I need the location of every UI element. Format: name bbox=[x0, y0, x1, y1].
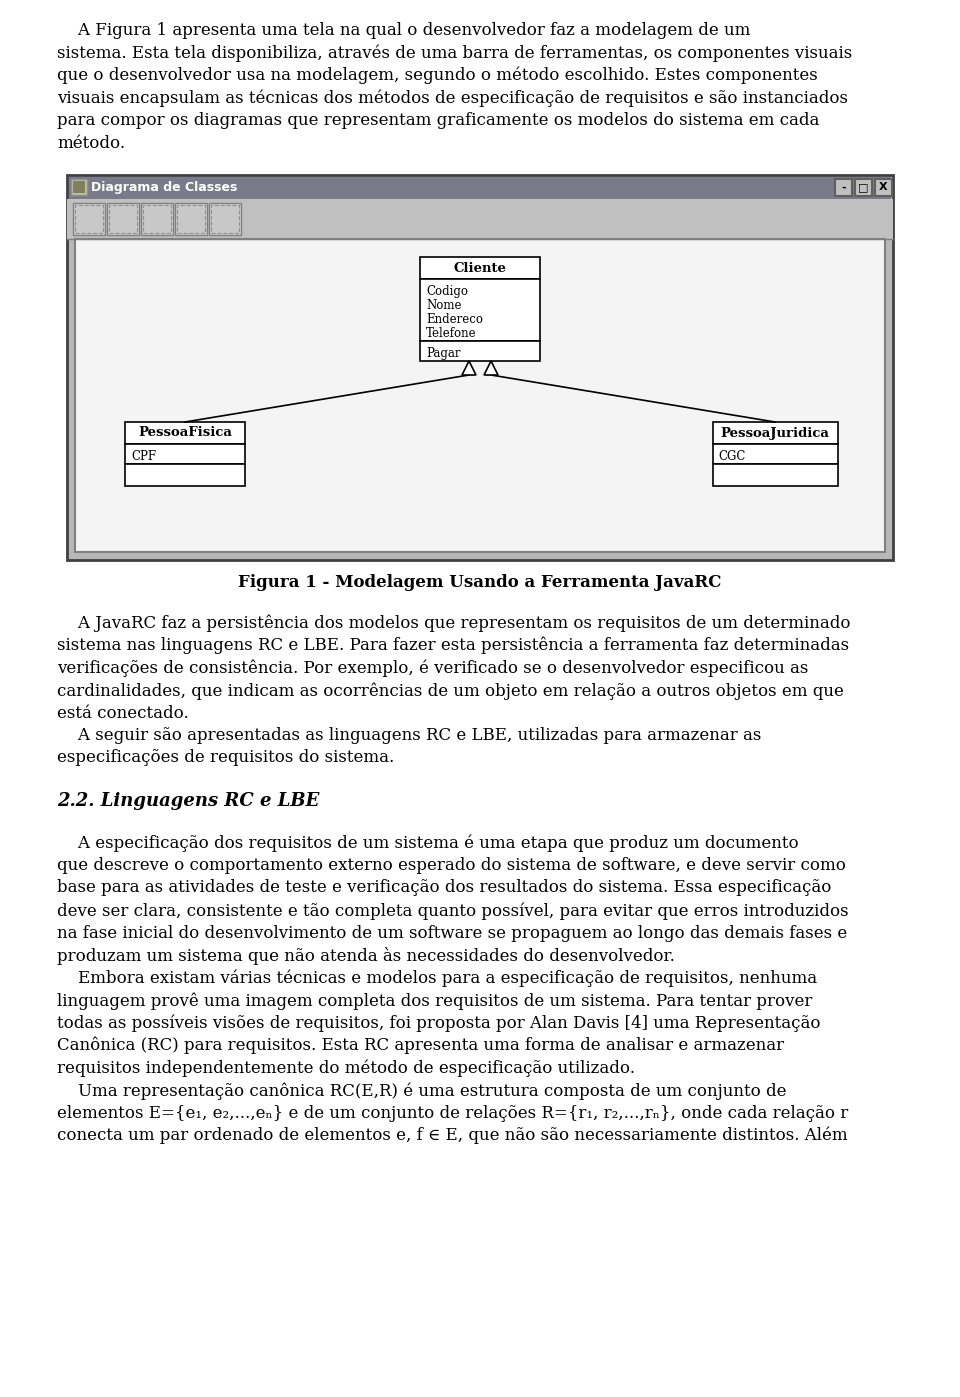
Bar bbox=[125, 422, 245, 444]
Bar bbox=[75, 239, 885, 552]
Text: sistema. Esta tela disponibiliza, através de uma barra de ferramentas, os compon: sistema. Esta tela disponibiliza, atravé… bbox=[57, 45, 852, 61]
Bar bbox=[125, 464, 245, 486]
Text: Canônica (RC) para requisitos. Esta RC apresenta uma forma de analisar e armazen: Canônica (RC) para requisitos. Esta RC a… bbox=[57, 1037, 784, 1055]
Text: sistema nas linguagens RC e LBE. Para fazer esta persistência a ferramenta faz d: sistema nas linguagens RC e LBE. Para fa… bbox=[57, 637, 850, 655]
Bar bbox=[420, 279, 540, 341]
Bar bbox=[67, 175, 893, 560]
Text: base para as atividades de teste e verificação dos resultados do sistema. Essa e: base para as atividades de teste e verif… bbox=[57, 880, 831, 897]
Bar bbox=[143, 205, 171, 233]
Bar bbox=[109, 205, 137, 233]
Bar bbox=[712, 422, 837, 444]
Polygon shape bbox=[484, 360, 498, 374]
Text: Cliente: Cliente bbox=[453, 261, 507, 274]
Bar bbox=[420, 257, 540, 279]
Bar bbox=[712, 464, 837, 486]
Text: deve ser clara, consistente e tão completa quanto possível, para evitar que erro: deve ser clara, consistente e tão comple… bbox=[57, 902, 849, 919]
Bar bbox=[141, 203, 173, 235]
Text: método.: método. bbox=[57, 134, 125, 151]
Bar bbox=[73, 203, 105, 235]
Text: A Figura 1 apresenta uma tela na qual o desenvolvedor faz a modelagem de um: A Figura 1 apresenta uma tela na qual o … bbox=[57, 22, 751, 39]
Text: Pagar: Pagar bbox=[426, 346, 461, 360]
Text: para compor os diagramas que representam graficamente os modelos do sistema em c: para compor os diagramas que representam… bbox=[57, 112, 820, 129]
Text: elementos E={e₁, e₂,...,eₙ} e de um conjunto de relações R={r₁, r₂,...,rₙ}, onde: elementos E={e₁, e₂,...,eₙ} e de um conj… bbox=[57, 1105, 849, 1122]
Text: todas as possíveis visões de requisitos, foi proposta por Alan Davis [4] uma Rep: todas as possíveis visões de requisitos,… bbox=[57, 1014, 821, 1032]
Text: cardinalidades, que indicam as ocorrências de um objeto em relação a outros obje: cardinalidades, que indicam as ocorrênci… bbox=[57, 682, 844, 700]
Text: 2.2. Linguagens RC e LBE: 2.2. Linguagens RC e LBE bbox=[57, 792, 320, 810]
Bar bbox=[107, 203, 139, 235]
Bar bbox=[211, 205, 239, 233]
Bar bbox=[67, 198, 893, 239]
Text: Endereco: Endereco bbox=[426, 313, 483, 326]
Text: requisitos independentemente do método de especificação utilizado.: requisitos independentemente do método d… bbox=[57, 1059, 635, 1077]
Bar bbox=[75, 205, 103, 233]
Bar bbox=[855, 179, 872, 196]
Bar bbox=[420, 341, 540, 360]
Bar bbox=[71, 179, 87, 196]
Text: verificações de consistência. Por exemplo, é verificado se o desenvolvedor espec: verificações de consistência. Por exempl… bbox=[57, 659, 808, 678]
Bar bbox=[175, 203, 207, 235]
Text: X: X bbox=[879, 183, 888, 193]
Text: Uma representação canônica RC(E,R) é uma estrutura composta de um conjunto de: Uma representação canônica RC(E,R) é uma… bbox=[57, 1083, 786, 1099]
Text: A seguir são apresentadas as linguagens RC e LBE, utilizadas para armazenar as: A seguir são apresentadas as linguagens … bbox=[57, 726, 761, 745]
Bar bbox=[712, 444, 837, 464]
Polygon shape bbox=[462, 360, 476, 374]
Text: linguagem provê uma imagem completa dos requisitos de um sistema. Para tentar pr: linguagem provê uma imagem completa dos … bbox=[57, 992, 812, 1010]
Text: especificações de requisitos do sistema.: especificações de requisitos do sistema. bbox=[57, 750, 395, 767]
Text: A especificação dos requisitos de um sistema é uma etapa que produz um documento: A especificação dos requisitos de um sis… bbox=[57, 834, 799, 852]
Text: PessoaFisica: PessoaFisica bbox=[138, 426, 232, 440]
Bar bbox=[177, 205, 205, 233]
Text: Nome: Nome bbox=[426, 299, 462, 312]
Text: Telefone: Telefone bbox=[426, 327, 476, 339]
Bar bbox=[209, 203, 241, 235]
Text: está conectado.: está conectado. bbox=[57, 704, 189, 721]
Bar bbox=[835, 179, 852, 196]
Text: Diagrama de Classes: Diagrama de Classes bbox=[91, 180, 237, 194]
Text: CGC: CGC bbox=[718, 450, 746, 462]
Text: que descreve o comportamento externo esperado do sistema de software, e deve ser: que descreve o comportamento externo esp… bbox=[57, 856, 846, 875]
Text: Codigo: Codigo bbox=[426, 285, 468, 298]
Text: Figura 1 - Modelagem Usando a Ferramenta JavaRC: Figura 1 - Modelagem Usando a Ferramenta… bbox=[238, 574, 722, 591]
Bar bbox=[125, 444, 245, 464]
Text: que o desenvolvedor usa na modelagem, segundo o método escolhido. Estes componen: que o desenvolvedor usa na modelagem, se… bbox=[57, 67, 818, 84]
Bar bbox=[73, 182, 85, 193]
Text: visuais encapsulam as técnicas dos métodos de especificação de requisitos e são : visuais encapsulam as técnicas dos métod… bbox=[57, 89, 848, 108]
Text: PessoaJuridica: PessoaJuridica bbox=[721, 426, 829, 440]
Text: -: - bbox=[841, 183, 846, 193]
Text: CPF: CPF bbox=[131, 450, 156, 462]
Bar bbox=[69, 177, 891, 198]
Text: produzam um sistema que não atenda às necessidades do desenvolvedor.: produzam um sistema que não atenda às ne… bbox=[57, 947, 675, 965]
Bar bbox=[875, 179, 892, 196]
Text: A JavaRC faz a persistência dos modelos que representam os requisitos de um dete: A JavaRC faz a persistência dos modelos … bbox=[57, 615, 851, 631]
Text: conecta um par ordenado de elementos e, f ∈ E, que não são necessariamente disti: conecta um par ordenado de elementos e, … bbox=[57, 1127, 848, 1144]
Text: □: □ bbox=[858, 183, 869, 193]
Text: Embora existam várias técnicas e modelos para a especificação de requisitos, nen: Embora existam várias técnicas e modelos… bbox=[57, 970, 817, 988]
Text: na fase inicial do desenvolvimento de um software se propaguem ao longo das dema: na fase inicial do desenvolvimento de um… bbox=[57, 925, 848, 942]
